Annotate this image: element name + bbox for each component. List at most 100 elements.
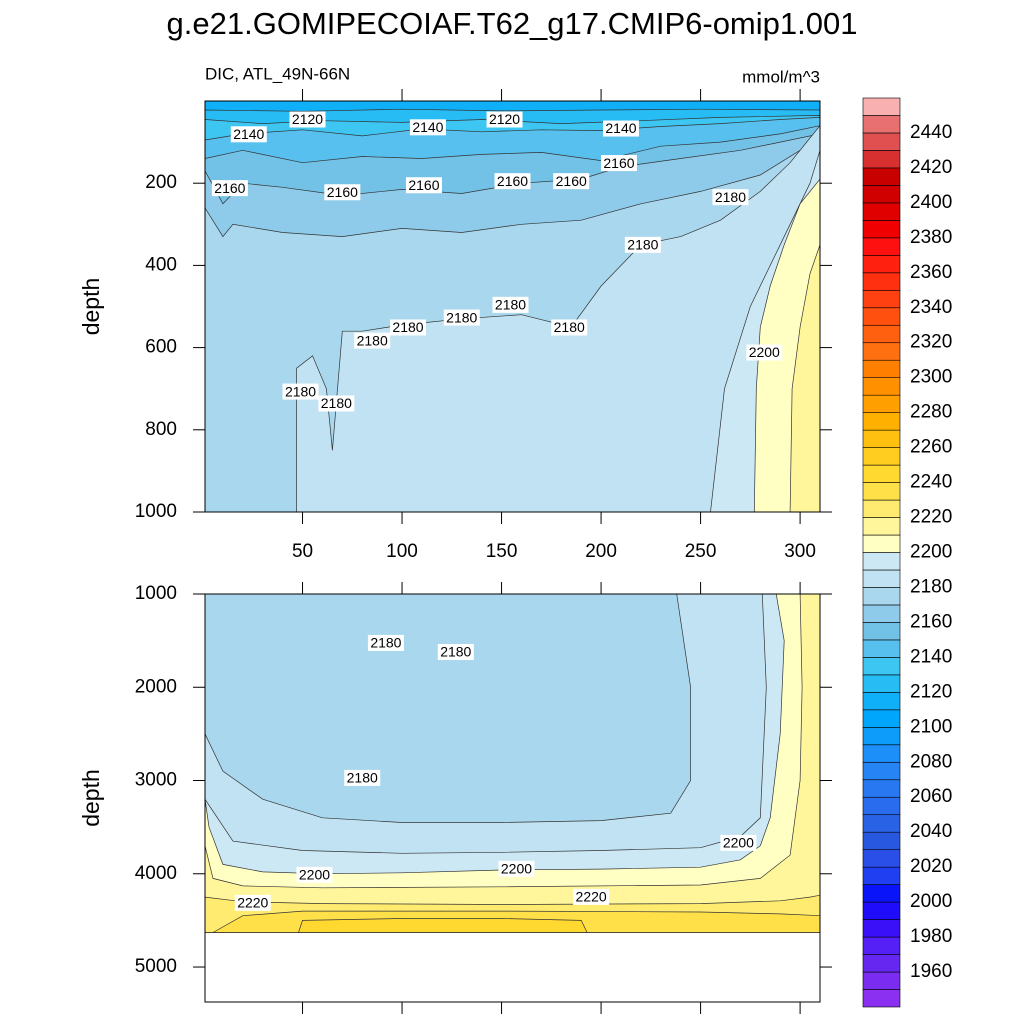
colorbar-box — [862, 901, 901, 920]
contour-label: 2180 — [285, 383, 316, 399]
contour-label: 2140 — [605, 120, 636, 136]
colorbar-label: 2180 — [910, 576, 952, 597]
colorbar-box — [862, 674, 901, 693]
contour-label: 2180 — [357, 332, 388, 348]
y-tick-label: 2000 — [135, 676, 177, 697]
colorbar-box — [862, 604, 901, 623]
colorbar-label: 2140 — [910, 646, 952, 667]
colorbar-box — [862, 517, 901, 536]
contour-fill — [789, 244, 820, 512]
colorbar-box — [862, 115, 901, 134]
contour-fill — [298, 918, 588, 933]
contour-label-bg — [600, 155, 637, 172]
contour-label: 2160 — [603, 155, 634, 171]
contour-label: 2160 — [214, 180, 245, 196]
colorbar-box — [862, 202, 901, 221]
contour-label-bg — [405, 177, 442, 194]
colorbar-label: 2280 — [910, 402, 952, 423]
colorbar-label: 1960 — [910, 961, 952, 982]
contour-label: 2180 — [321, 395, 352, 411]
colorbar-label: 2040 — [910, 821, 952, 842]
colorbar-box — [862, 377, 901, 396]
x-tick-label: 200 — [585, 541, 617, 562]
contour-label: 2200 — [501, 861, 532, 877]
contour-label: 2180 — [370, 635, 401, 651]
contour-label-bg — [367, 634, 404, 651]
colorbar-label: 2100 — [910, 716, 952, 737]
x-tick-label: 50 — [292, 541, 313, 562]
contour-label: 2200 — [723, 835, 754, 851]
plot-area: 2120 2120 2140 2140 2140 2160 2160 2160 2160 2160… — [205, 101, 820, 512]
colorbar-box — [862, 324, 901, 344]
contour-label-bg — [553, 173, 590, 190]
colorbar-box — [862, 97, 901, 116]
contour-label-bg — [211, 180, 248, 197]
colorbar-box — [862, 639, 901, 658]
colorbar-box — [862, 447, 901, 466]
contour-label-bg — [296, 866, 333, 883]
colorbar-label: 2380 — [910, 227, 952, 248]
y-tick-label: 1000 — [135, 501, 177, 522]
colorbar-label: 2300 — [910, 367, 952, 388]
y-tick-label: 200 — [145, 172, 177, 193]
colorbar-label: 2120 — [910, 681, 952, 702]
colorbar-box — [862, 569, 901, 588]
colorbar-box — [862, 936, 901, 955]
contour-label-bg — [354, 332, 391, 349]
contour-label-bg — [498, 860, 535, 877]
contour-label-bg — [573, 888, 610, 905]
contour-label: 2180 — [446, 309, 477, 325]
contour-label: 2200 — [299, 867, 330, 883]
colorbar-box — [862, 552, 901, 571]
y-tick-label: 5000 — [135, 956, 177, 977]
contour-label: 2180 — [495, 297, 526, 313]
contour-label: 2180 — [392, 319, 423, 335]
y-tick-label: 400 — [145, 254, 177, 275]
contour-label: 2160 — [556, 173, 587, 189]
frame — [204, 593, 821, 1003]
contour-label-bg — [390, 319, 427, 336]
contour-label-bg — [344, 769, 381, 786]
colorbar-box — [862, 919, 901, 938]
contour-label-bg — [324, 184, 361, 201]
colorbar-box — [862, 482, 901, 501]
contour-label: 2180 — [715, 189, 746, 205]
contour-label: 2180 — [347, 770, 378, 786]
contour-label: 2140 — [233, 126, 264, 142]
colorbar-box — [862, 709, 901, 728]
colorbar-label: 2200 — [910, 542, 952, 563]
y-tick-label: 1000 — [135, 583, 177, 604]
contour-label-bg — [318, 395, 355, 412]
colorbar-label: 2060 — [910, 786, 952, 807]
colorbar-box — [862, 167, 901, 186]
colorbar-box — [862, 220, 901, 239]
contour-label-bg — [746, 344, 783, 361]
colorbar-box — [862, 237, 901, 256]
contour-label: 2160 — [408, 177, 439, 193]
colorbar-label: 2400 — [910, 192, 952, 213]
colorbar-box — [862, 831, 901, 850]
contour-label: 2120 — [489, 111, 520, 127]
colorbar-label: 2080 — [910, 751, 952, 772]
contour-label-bg — [234, 894, 271, 911]
colorbar-box — [862, 814, 901, 833]
colorbar-box — [862, 692, 901, 711]
colorbar-box — [862, 657, 901, 676]
subtitle-right: mmol/m^3 — [742, 67, 820, 86]
contour-label: 2120 — [292, 111, 323, 127]
colorbar-label: 2220 — [910, 507, 952, 528]
x-tick-label: 100 — [386, 541, 418, 562]
colorbar-box — [862, 132, 901, 151]
contour-label-bg — [602, 120, 639, 137]
colorbar-box — [862, 499, 901, 518]
contour-label: 2140 — [412, 119, 443, 135]
colorbar-box — [862, 359, 901, 378]
colorbar-label: 2420 — [910, 157, 952, 178]
plot-area: 2180 2180 2180 2200 2200 2200 2220 2220 — [205, 594, 820, 933]
subtitle-left: DIC, ATL_49N-66N — [205, 64, 350, 83]
frame — [204, 100, 821, 513]
contour-label-bg — [720, 834, 757, 851]
colorbar-label: 2320 — [910, 332, 952, 353]
colorbar-label: 2020 — [910, 856, 952, 877]
